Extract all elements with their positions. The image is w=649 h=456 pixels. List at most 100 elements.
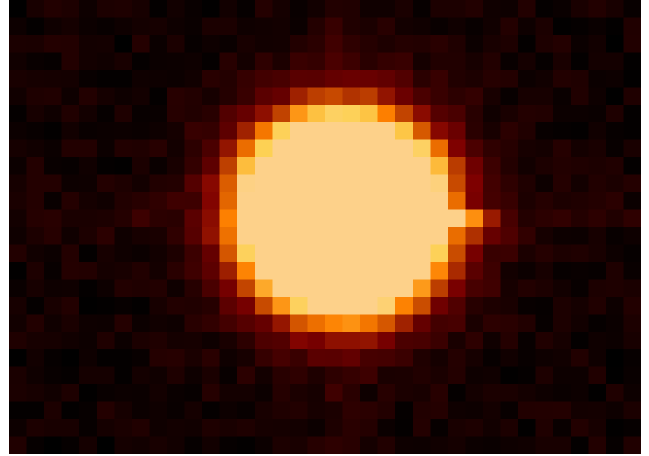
- image-pixel: [237, 227, 256, 245]
- image-pixel: [44, 314, 63, 333]
- image-pixel: [184, 139, 203, 158]
- image-pixel: [500, 209, 519, 228]
- image-pixel: [184, 314, 203, 333]
- image-pixel: [202, 314, 221, 333]
- image-pixel: [605, 139, 624, 158]
- image-pixel: [447, 87, 466, 106]
- image-pixel: [44, 296, 63, 315]
- image-pixel: [289, 87, 308, 106]
- image-pixel: [79, 436, 98, 454]
- image-pixel: [254, 227, 273, 245]
- image-pixel: [570, 174, 589, 193]
- image-pixel: [325, 209, 343, 228]
- image-pixel: [131, 0, 150, 18]
- image-pixel: [553, 401, 572, 420]
- image-pixel: [518, 296, 537, 315]
- image-pixel: [79, 192, 98, 210]
- image-pixel: [61, 174, 80, 193]
- image-pixel: [342, 349, 361, 368]
- image-pixel: [535, 34, 554, 53]
- image-pixel: [500, 244, 519, 263]
- image-pixel: [307, 87, 326, 106]
- image-pixel: [131, 174, 150, 193]
- image-pixel: [307, 17, 326, 36]
- image-pixel: [483, 349, 501, 368]
- image-pixel: [272, 17, 291, 36]
- image-pixel: [202, 52, 221, 71]
- image-pixel: [360, 314, 379, 333]
- image-pixel: [254, 69, 273, 88]
- image-pixel: [184, 0, 203, 18]
- image-pixel: [430, 279, 449, 298]
- image-pixel: [342, 401, 361, 420]
- image-pixel: [535, 174, 554, 193]
- image-pixel: [114, 384, 133, 402]
- image-pixel: [307, 192, 326, 210]
- image-pixel: [535, 349, 554, 368]
- image-pixel: [483, 209, 501, 228]
- image-pixel: [447, 52, 466, 71]
- image-pixel: [395, 331, 414, 350]
- image-pixel: [167, 52, 185, 71]
- image-pixel: [377, 69, 396, 88]
- image-pixel: [79, 366, 98, 385]
- image-pixel: [500, 52, 519, 71]
- image-pixel: [149, 244, 168, 263]
- image-pixel: [605, 296, 624, 315]
- image-pixel: [9, 52, 27, 71]
- image-pixel: [9, 157, 27, 175]
- image-pixel: [202, 122, 221, 141]
- image-pixel: [518, 227, 537, 245]
- image-pixel: [307, 384, 326, 402]
- image-pixel: [325, 436, 343, 454]
- image-pixel: [202, 69, 221, 88]
- image-pixel: [9, 104, 27, 123]
- image-pixel: [79, 349, 98, 368]
- image-pixel: [377, 87, 396, 106]
- image-pixel: [605, 366, 624, 385]
- image-pixel: [500, 401, 519, 420]
- image-pixel: [237, 104, 256, 123]
- image-pixel: [219, 69, 238, 88]
- image-pixel: [272, 384, 291, 402]
- image-pixel: [219, 104, 238, 123]
- image-pixel: [447, 192, 466, 210]
- image-pixel: [202, 192, 221, 210]
- image-pixel: [272, 296, 291, 315]
- image-pixel: [342, 122, 361, 141]
- image-pixel: [412, 87, 431, 106]
- image-pixel: [447, 331, 466, 350]
- image-pixel: [605, 331, 624, 350]
- image-pixel: [360, 366, 379, 385]
- image-pixel: [272, 366, 291, 385]
- image-pixel: [26, 52, 45, 71]
- image-pixel: [430, 139, 449, 158]
- image-pixel: [605, 279, 624, 298]
- image-pixel: [412, 0, 431, 18]
- image-pixel: [184, 34, 203, 53]
- image-pixel: [605, 401, 624, 420]
- image-pixel: [202, 349, 221, 368]
- image-pixel: [131, 261, 150, 280]
- image-pixel: [44, 331, 63, 350]
- image-pixel: [272, 104, 291, 123]
- image-pixel: [588, 296, 607, 315]
- image-pixel: [553, 384, 572, 402]
- image-pixel: [518, 174, 537, 193]
- image-pixel: [96, 157, 115, 175]
- image-pixel: [307, 34, 326, 53]
- image-pixel: [377, 157, 396, 175]
- image-pixel: [167, 104, 185, 123]
- image-pixel: [167, 296, 185, 315]
- image-pixel: [342, 139, 361, 158]
- image-pixel: [184, 209, 203, 228]
- image-pixel: [202, 139, 221, 158]
- image-pixel: [395, 314, 414, 333]
- image-pixel: [377, 384, 396, 402]
- image-pixel: [395, 244, 414, 263]
- image-pixel: [272, 244, 291, 263]
- image-pixel: [307, 174, 326, 193]
- image-pixel: [377, 34, 396, 53]
- image-pixel: [167, 279, 185, 298]
- image-pixel: [96, 174, 115, 193]
